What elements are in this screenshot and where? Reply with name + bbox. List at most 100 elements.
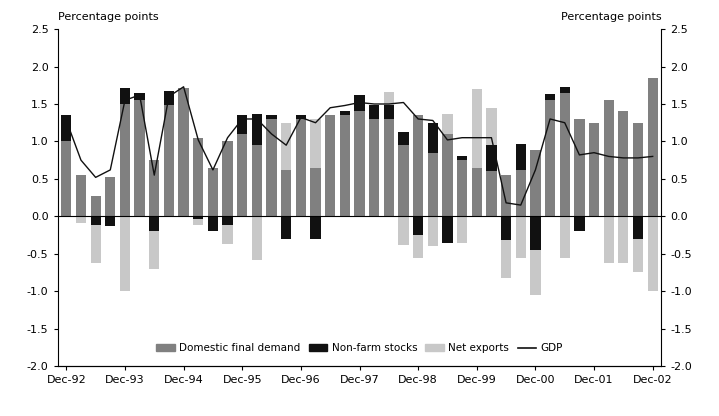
Bar: [574, 119, 585, 216]
Bar: [61, 115, 71, 141]
Bar: [222, 141, 233, 216]
Bar: [559, 216, 570, 258]
Bar: [398, 216, 408, 245]
Bar: [237, 115, 247, 134]
Bar: [325, 115, 335, 216]
Bar: [428, 216, 438, 246]
Bar: [208, 216, 218, 231]
Bar: [574, 216, 585, 231]
Bar: [384, 119, 394, 216]
Bar: [281, 216, 291, 239]
Bar: [267, 119, 277, 216]
Bar: [413, 216, 423, 235]
Bar: [559, 87, 570, 93]
Bar: [193, 219, 203, 225]
Bar: [413, 115, 423, 216]
Bar: [633, 123, 644, 216]
Bar: [531, 250, 541, 295]
Bar: [178, 87, 188, 216]
Bar: [120, 87, 130, 104]
Bar: [164, 106, 174, 216]
Bar: [267, 115, 277, 119]
Bar: [369, 119, 380, 216]
Bar: [545, 94, 555, 100]
Bar: [296, 115, 306, 119]
Bar: [516, 144, 526, 170]
Bar: [134, 93, 145, 100]
Bar: [91, 196, 101, 216]
Bar: [501, 216, 511, 240]
Bar: [589, 123, 599, 216]
Bar: [648, 216, 658, 291]
Bar: [120, 216, 130, 291]
Bar: [252, 216, 262, 260]
Bar: [472, 168, 482, 216]
Bar: [442, 134, 452, 216]
Bar: [105, 177, 116, 216]
Bar: [618, 111, 628, 216]
Bar: [339, 115, 350, 216]
Bar: [633, 216, 644, 239]
Bar: [311, 216, 321, 239]
Bar: [61, 141, 71, 216]
Bar: [296, 119, 306, 216]
Bar: [501, 240, 511, 278]
Bar: [486, 108, 497, 145]
Bar: [149, 216, 160, 231]
Bar: [222, 225, 233, 244]
Bar: [442, 114, 452, 134]
Bar: [428, 153, 438, 216]
Bar: [545, 100, 555, 216]
Bar: [486, 171, 497, 216]
Bar: [237, 134, 247, 216]
Bar: [222, 216, 233, 225]
Bar: [91, 216, 101, 225]
Bar: [516, 170, 526, 216]
Bar: [531, 216, 541, 250]
Bar: [472, 89, 482, 168]
Bar: [208, 168, 218, 216]
Bar: [252, 145, 262, 216]
Bar: [91, 225, 101, 263]
Bar: [369, 106, 380, 119]
Bar: [339, 111, 350, 115]
Bar: [501, 175, 511, 216]
Bar: [398, 132, 408, 145]
Bar: [105, 216, 116, 226]
Text: Percentage points: Percentage points: [58, 12, 158, 22]
Bar: [193, 138, 203, 216]
Bar: [516, 216, 526, 258]
Bar: [442, 216, 452, 243]
Bar: [457, 216, 467, 243]
Bar: [648, 78, 658, 216]
Bar: [559, 93, 570, 216]
Bar: [603, 100, 614, 216]
Bar: [354, 95, 365, 111]
Bar: [134, 100, 145, 216]
Bar: [75, 175, 86, 216]
Bar: [311, 168, 321, 216]
Bar: [281, 170, 291, 216]
Bar: [633, 239, 644, 272]
Bar: [531, 151, 541, 216]
Bar: [193, 216, 203, 219]
Text: Percentage points: Percentage points: [561, 12, 661, 22]
Bar: [354, 111, 365, 216]
Bar: [457, 160, 467, 216]
Bar: [75, 216, 86, 223]
Bar: [457, 156, 467, 160]
Bar: [384, 106, 394, 119]
Bar: [164, 91, 174, 106]
Bar: [413, 235, 423, 258]
Bar: [149, 231, 160, 269]
Bar: [486, 145, 497, 171]
Bar: [384, 92, 394, 106]
Bar: [398, 145, 408, 216]
Bar: [618, 216, 628, 263]
Bar: [281, 124, 291, 170]
Bar: [311, 119, 321, 168]
Legend: Domestic final demand, Non-farm stocks, Net exports, GDP: Domestic final demand, Non-farm stocks, …: [152, 339, 567, 357]
Bar: [149, 160, 160, 216]
Bar: [252, 114, 262, 145]
Bar: [603, 216, 614, 263]
